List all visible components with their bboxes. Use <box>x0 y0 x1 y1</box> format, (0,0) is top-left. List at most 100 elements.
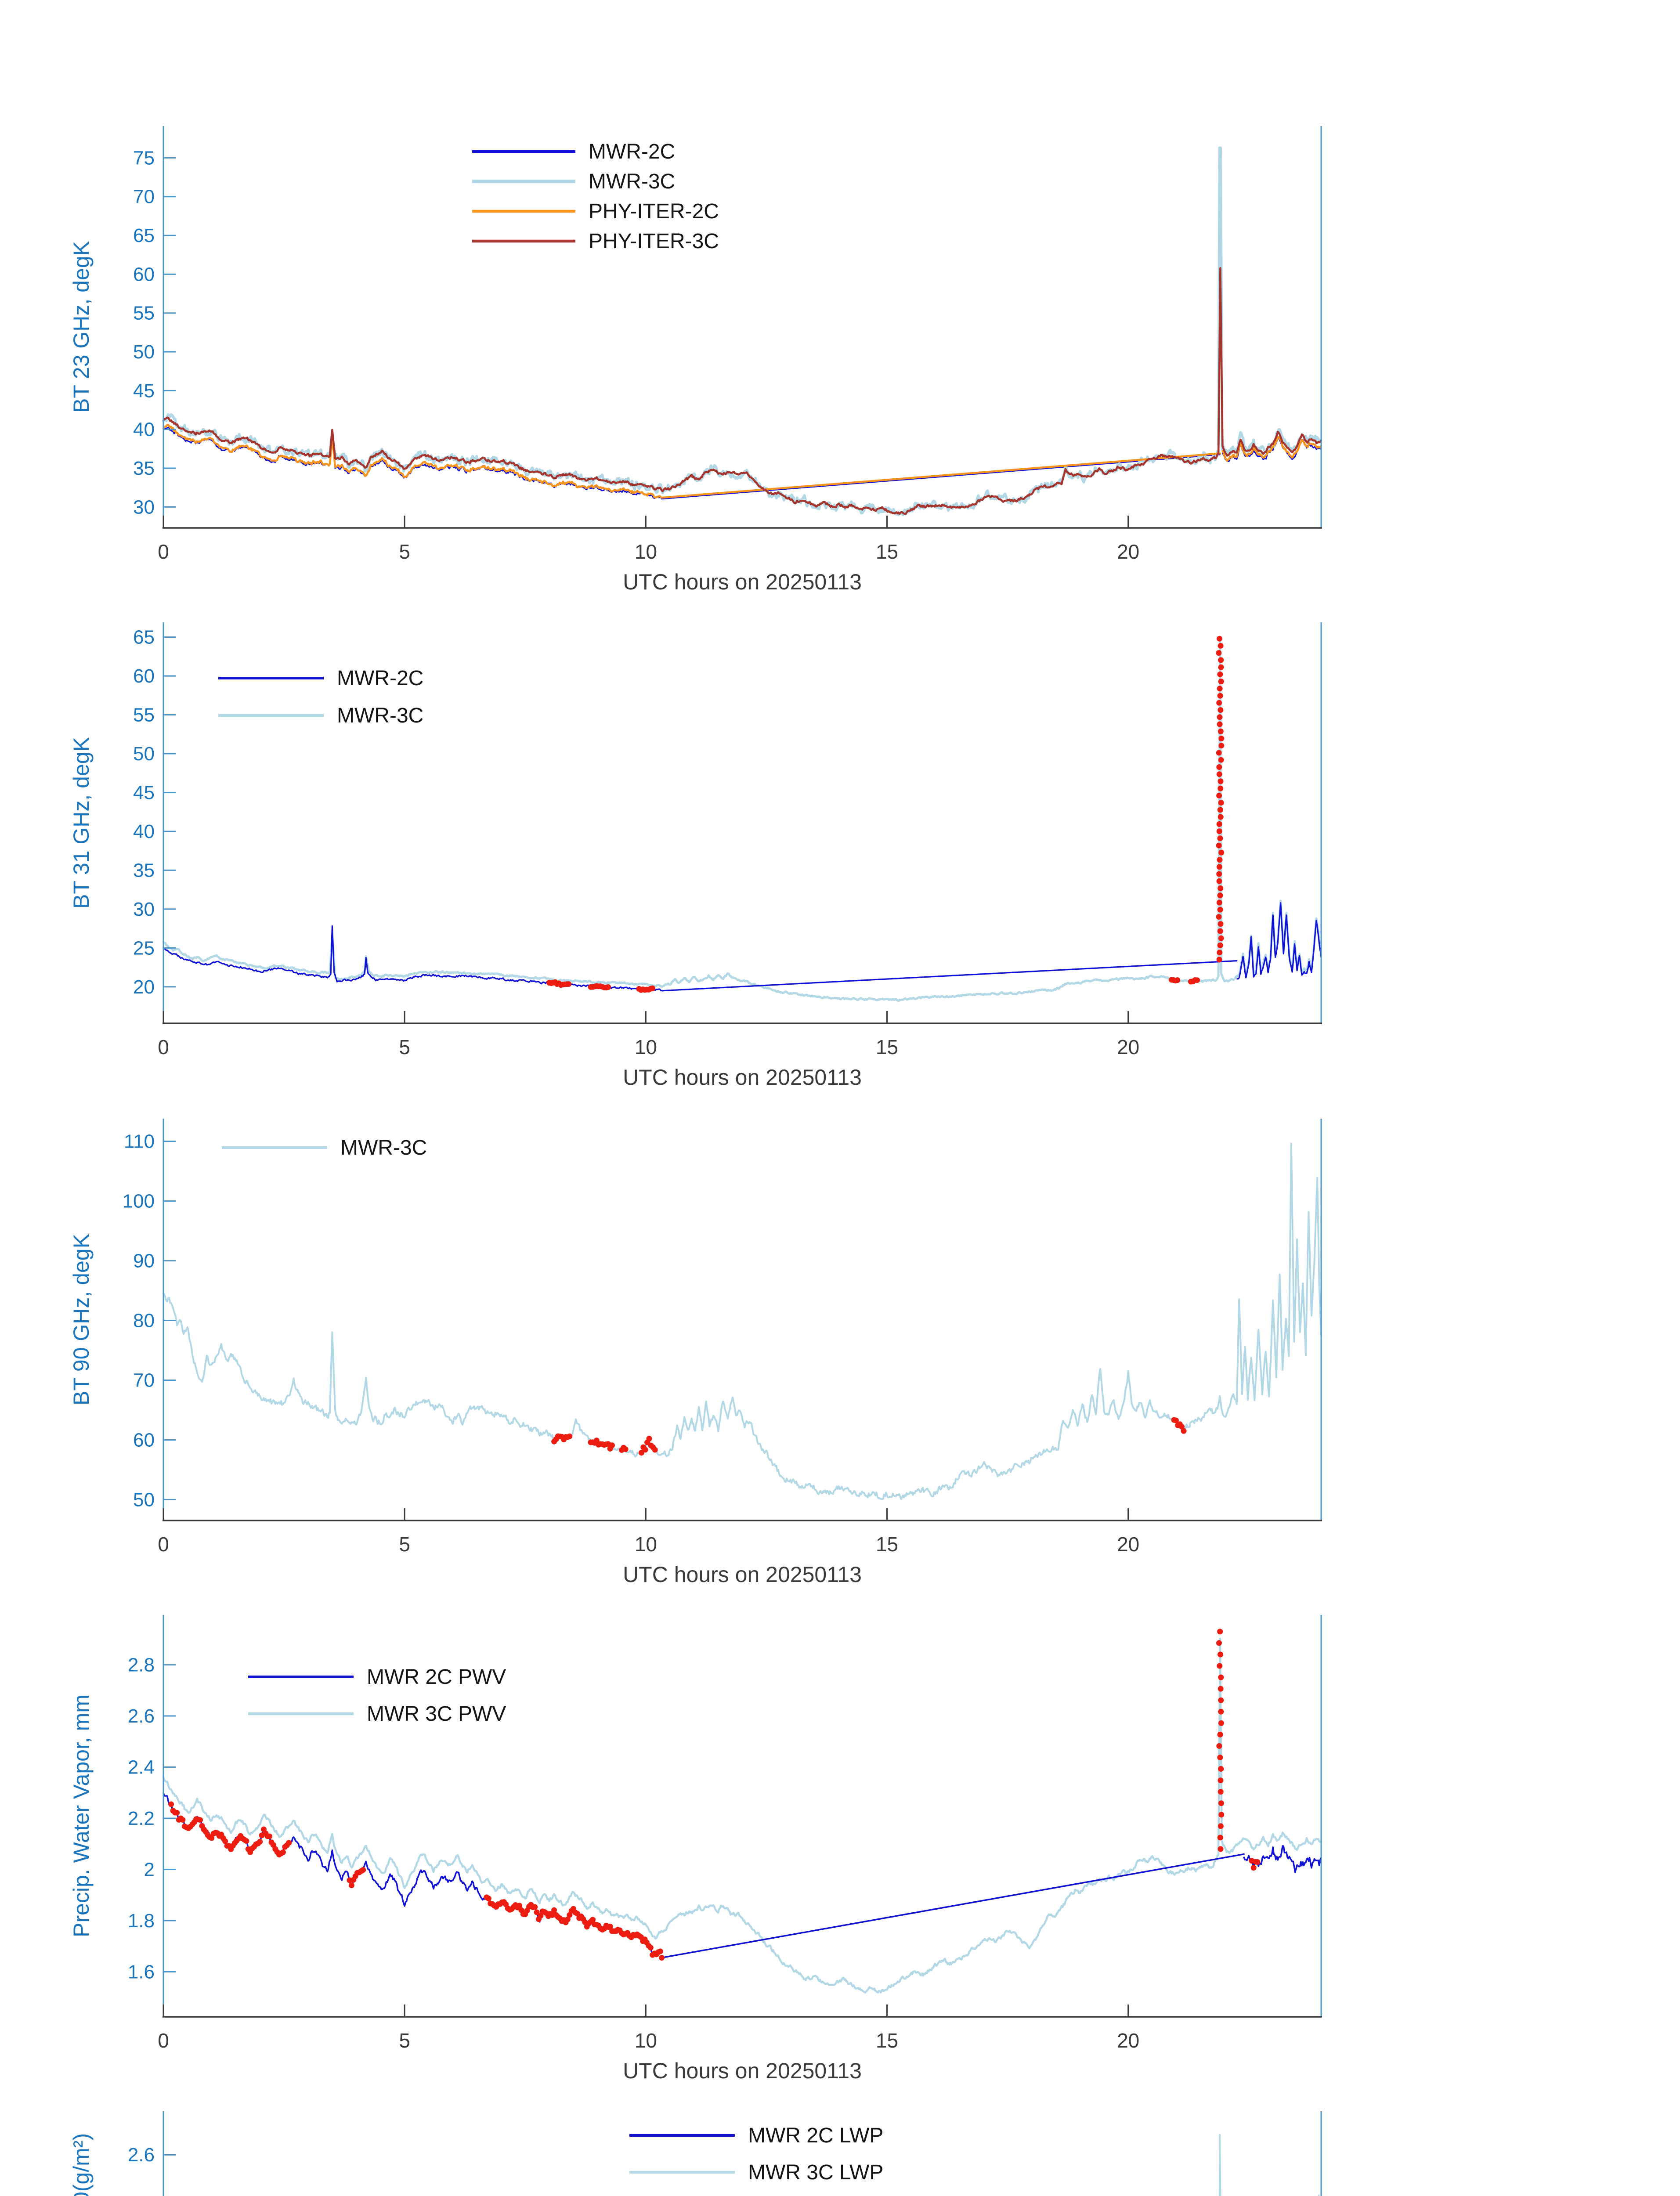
flagged-point <box>168 1801 174 1807</box>
legend: MWR 2C PWV MWR 3C PWV <box>248 1665 506 1726</box>
flagged-point <box>1218 728 1224 734</box>
flagged-point <box>638 1450 644 1456</box>
series-mwr-3c-pwv <box>163 1637 1322 1994</box>
y-tick-label: 50 <box>133 1489 155 1510</box>
y-tick-label: 55 <box>133 704 155 726</box>
legend-label: MWR 2C PWV <box>367 1665 506 1689</box>
y-tick-label: 25 <box>133 937 155 959</box>
flagged-point <box>1216 792 1222 798</box>
flagged-point <box>1218 1697 1224 1703</box>
flagged-point <box>1218 849 1225 856</box>
flagged-point <box>1216 871 1222 877</box>
legend-label: PHY-ITER-3C <box>589 230 719 253</box>
flagged-point <box>180 1817 186 1823</box>
flagged-point <box>1218 1789 1224 1795</box>
flagged-point <box>1218 1800 1224 1806</box>
x-tick-label: 20 <box>1117 2029 1139 2052</box>
flagged-point <box>1217 942 1223 948</box>
legend-label: MWR-3C <box>340 1136 427 1159</box>
x-tick-label: 5 <box>399 1533 410 1556</box>
flagged-point <box>1218 757 1224 763</box>
panel-pwv: 1.6 1.8 2 2.2 2.4 2.6 2.8 0 5 10 15 20 UTC hours on … <box>69 1615 1322 2083</box>
flagged-point <box>1218 778 1224 784</box>
legend: MWR-2C MWR-3C PHY-ITER-2C PHY-ITER-3C <box>472 140 719 253</box>
x-tick-label: 10 <box>635 540 657 563</box>
y-tick-label: 65 <box>133 627 155 648</box>
series-mwr-2c <box>661 454 1221 500</box>
legend-label: MWR 2C LWP <box>748 2124 883 2147</box>
y-tick-label: 60 <box>133 264 155 285</box>
legend-label: MWR-3C <box>337 704 423 727</box>
flagged-point <box>567 1433 573 1439</box>
flagged-point <box>1216 750 1222 756</box>
flagged-point <box>1218 707 1224 713</box>
flagged-point <box>1218 736 1225 741</box>
series-phy-iter-3c <box>163 267 1322 515</box>
flagged-point <box>1217 636 1222 642</box>
flagged-point <box>534 1909 540 1915</box>
y-tick-label: 2 <box>144 1859 155 1881</box>
flagged-point <box>1218 1686 1224 1692</box>
legend: MWR-2C MWR-3C <box>218 667 423 727</box>
y-tick-label: 2.6 <box>128 2144 155 2166</box>
flagged-point <box>1218 1777 1224 1784</box>
panel-bt31: 20 25 30 35 40 45 50 55 60 65 0 5 10 15 20 UTC hours on… <box>69 622 1322 1090</box>
flagged-point <box>1217 1663 1223 1669</box>
flagged-point <box>1217 928 1223 934</box>
y-tick-label: 2.8 <box>128 1654 155 1676</box>
flagged-point <box>1218 814 1224 820</box>
flagged-point <box>1217 714 1223 720</box>
flagged-point <box>1218 1720 1224 1726</box>
flagged-point <box>1216 914 1222 920</box>
y-tick-label: 30 <box>133 899 155 920</box>
flagged-point <box>1216 878 1222 884</box>
flagged-point <box>647 1945 654 1950</box>
panel-bt90: 50 60 70 80 90 100 110 0 5 10 15 20 UTC hours on 202… <box>69 1119 1322 1587</box>
series-mwr-3c <box>163 637 1322 1002</box>
flagged-point <box>609 1442 615 1448</box>
flagged-point <box>1218 935 1224 941</box>
y-tick-label: 60 <box>133 665 155 687</box>
flagged-point <box>1218 1846 1224 1852</box>
flagged-point <box>209 1835 215 1841</box>
y-tick-label: 35 <box>133 860 155 881</box>
flagged-point <box>1216 650 1222 656</box>
flagged-point <box>1218 643 1224 649</box>
flagged-point <box>1216 1640 1222 1646</box>
flagged-point <box>650 985 655 991</box>
x-tick-label: 15 <box>876 1533 898 1556</box>
y-axis-label: BT 23 GHz, degK <box>69 241 94 413</box>
flagged-point <box>1218 664 1224 670</box>
x-tick-label: 0 <box>158 2029 169 2052</box>
series-layer <box>163 637 1322 1002</box>
flagged-point <box>1218 1823 1224 1829</box>
axes: 20 25 30 35 40 45 50 55 60 65 0 5 10 15 20 UTC hours on… <box>69 622 1322 1090</box>
flagged-point <box>517 1903 523 1909</box>
y-tick-label: 2.4 <box>128 1757 155 1778</box>
x-tick-label: 0 <box>158 1036 169 1058</box>
x-tick-label: 15 <box>876 540 898 563</box>
x-tick-label: 5 <box>399 1036 410 1058</box>
flagged-point <box>1216 828 1222 834</box>
flagged-point <box>607 1923 613 1929</box>
flagged-point <box>566 981 572 987</box>
flagged-point <box>1217 1731 1223 1737</box>
flagged-point <box>1173 1417 1179 1423</box>
axes: 30 35 40 45 50 55 60 65 70 75 0 5 10 15 20 UTC hours on… <box>69 126 1322 594</box>
flagged-point <box>564 1916 571 1922</box>
flagged-point <box>605 984 611 990</box>
flagged-point <box>1217 950 1223 956</box>
flagged-point <box>1216 821 1222 827</box>
x-axis-label: UTC hours on 20250113 <box>623 570 862 594</box>
flagged-point <box>1217 693 1223 699</box>
y-tick-label: 110 <box>124 1131 155 1152</box>
y-tick-label: 1.6 <box>128 1961 155 1983</box>
legend-label: MWR-3C <box>589 170 675 193</box>
y-tick-label: 90 <box>133 1250 155 1272</box>
flagged-point <box>1218 800 1224 806</box>
axes: 1.6 1.8 2 2.2 2.4 2.6 2.8 0 5 10 15 20 UTC hours on … <box>69 1615 1322 2083</box>
y-tick-label: 2.4 <box>128 2192 155 2196</box>
y-tick-label: 45 <box>133 782 155 803</box>
legend: MWR 2C LWP MWR 3C LWP <box>629 2124 883 2184</box>
